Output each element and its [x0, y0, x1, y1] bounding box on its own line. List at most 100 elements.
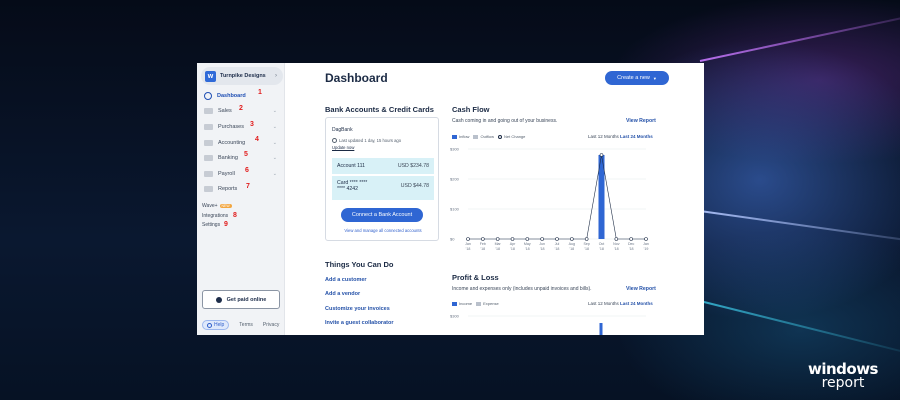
annotation-number: 4: [255, 136, 259, 143]
profit-loss-title: Profit & Loss: [452, 273, 499, 282]
net-change-line: [468, 154, 646, 240]
sidebar-item-sales[interactable]: Sales ⌄: [201, 104, 283, 120]
customize-invoices-link[interactable]: Customize your invoices: [325, 306, 390, 312]
net-change-point: [614, 237, 619, 241]
windows-report-logo: windows report: [808, 362, 879, 391]
x-tick-label: '18: [555, 247, 560, 251]
sidebar-item-label: Integrations: [202, 213, 229, 219]
net-change-point: [540, 237, 544, 241]
annotation-number: 7: [246, 183, 250, 190]
sidebar-item-reports[interactable]: Reports: [201, 182, 283, 198]
x-tick-label: Oct: [599, 242, 605, 246]
sidebar-item-label: Reports: [218, 186, 238, 193]
chevron-down-icon: ⌄: [272, 123, 277, 130]
x-tick-label: '18: [510, 247, 515, 251]
cash-flow-chart: $300$200$100$0Jan'18Feb'18Mar'18Apr'18Ma…: [450, 147, 649, 252]
sidebar-item-wave-plus[interactable]: Wave+ NEW: [202, 203, 232, 209]
profit-loss-legend: Income Expense: [448, 301, 499, 306]
y-tick-label: $0: [450, 237, 455, 242]
sidebar-item-purchases[interactable]: Purchases ⌄: [201, 119, 283, 135]
legend-label: Inflow: [459, 134, 470, 139]
update-now-link[interactable]: Update now: [332, 145, 355, 150]
banking-icon: [204, 155, 213, 162]
cash-flow-view-report-link[interactable]: View Report: [626, 118, 656, 124]
x-tick-label: Nov: [613, 242, 620, 246]
manage-accounts-link[interactable]: View and manage all connected accounts: [344, 228, 422, 233]
range-last-24-months[interactable]: Last 24 Months: [620, 134, 653, 139]
light-beam: [699, 300, 900, 361]
x-tick-label: '18: [614, 247, 619, 251]
chevron-right-icon: ›: [275, 73, 277, 79]
add-vendor-link[interactable]: Add a vendor: [325, 291, 361, 297]
sidebar-item-accounting[interactable]: Accounting ⌄: [201, 135, 283, 151]
account-number: **** 4242: [337, 186, 359, 192]
cash-flow-title: Cash Flow: [452, 105, 490, 114]
net-change-point: [510, 237, 515, 241]
sidebar-item-label: Settings: [202, 222, 221, 228]
main-content: Dashboard Create a new ▼ Bank Accounts &…: [285, 63, 704, 335]
connect-bank-button[interactable]: Connect a Bank Account: [341, 208, 423, 222]
invite-collaborator-link[interactable]: Invite a guest collaborator: [325, 320, 394, 326]
business-switcher[interactable]: w Turnpike Designs ›: [201, 67, 283, 85]
profit-loss-chart: $300: [450, 314, 646, 335]
net-change-point: [525, 237, 530, 241]
bank-section-title: Bank Accounts & Credit Cards: [325, 105, 434, 114]
wave-logo-icon: w: [205, 70, 216, 82]
page-title: Dashboard: [325, 71, 388, 85]
account-row[interactable]: Card **** **** **** 4242 USD $44.78: [332, 176, 434, 200]
x-tick-label: May: [524, 242, 531, 246]
profit-loss-view-report-link[interactable]: View Report: [626, 286, 656, 292]
get-paid-online-button[interactable]: Get paid online: [202, 290, 280, 309]
payment-icon: [215, 296, 222, 303]
legend-swatch: [452, 301, 457, 306]
help-label: Help: [214, 322, 225, 328]
legend-swatch: [473, 134, 479, 139]
purchases-icon: [204, 123, 213, 130]
sidebar-item-payroll[interactable]: Payroll ⌄: [201, 166, 283, 182]
create-new-button[interactable]: Create a new ▼: [605, 71, 669, 85]
net-change-point: [555, 237, 559, 241]
cash-flow-range: Last 12 Months Last 24 Months: [588, 134, 653, 139]
y-tick-label: $300: [450, 147, 460, 152]
inflow-bar: [598, 155, 605, 239]
x-tick-label: Jan: [465, 242, 471, 246]
x-tick-label: '19: [644, 247, 649, 251]
privacy-link[interactable]: Privacy: [262, 322, 280, 328]
net-change-point: [584, 237, 589, 241]
range-last-12-months[interactable]: Last 12 Months: [588, 301, 619, 306]
account-row[interactable]: Account 111 USD $234.78: [332, 158, 434, 174]
business-name: Turnpike Designs: [220, 73, 266, 79]
range-last-24-months[interactable]: Last 24 Months: [620, 301, 653, 306]
annotation-number: 9: [224, 221, 228, 228]
x-tick-label: Jan: [643, 242, 649, 246]
legend-swatch: [498, 134, 503, 139]
sidebar-item-settings[interactable]: Settings: [202, 222, 220, 228]
annotation-number: 5: [244, 151, 248, 158]
help-button[interactable]: Help: [202, 320, 230, 330]
x-tick-label: Feb: [480, 242, 486, 246]
sidebar-item-banking[interactable]: Banking ⌄: [201, 150, 283, 166]
sidebar-item-integrations[interactable]: Integrations: [202, 213, 228, 219]
bank-name: DagBank: [332, 127, 353, 133]
x-tick-label: '18: [599, 247, 604, 251]
sidebar-item-label: Wave+: [202, 203, 218, 209]
sidebar-item-dashboard[interactable]: Dashboard: [201, 88, 283, 104]
range-last-12-months[interactable]: Last 12 Months: [588, 134, 619, 139]
x-tick-label: Mar: [495, 242, 502, 246]
logo-text: report: [821, 375, 865, 391]
sidebar-nav: Dashboard Sales ⌄ Purchases ⌄ Accounting…: [201, 88, 283, 197]
cash-flow-legend: Inflow Outflow Net Change: [448, 134, 525, 139]
x-tick-label: Aug: [569, 242, 575, 246]
chevron-down-icon: ⌄: [272, 108, 277, 115]
terms-link[interactable]: Terms: [239, 322, 253, 328]
last-updated-text: Last updated 1 day, 15 hours ago: [339, 138, 402, 143]
chevron-down-icon: ⌄: [272, 139, 277, 146]
caret-down-icon: ▼: [652, 75, 657, 81]
cash-flow-subtitle: Cash coming in and going out of your bus…: [452, 118, 558, 124]
annotation-number: 3: [250, 121, 254, 128]
bank-card: DagBank Last updated 1 day, 15 hours ago…: [325, 117, 439, 241]
add-customer-link[interactable]: Add a customer: [325, 277, 367, 283]
x-tick-label: '18: [480, 247, 485, 251]
app-window: w Turnpike Designs › Dashboard Sales ⌄ P…: [197, 63, 704, 335]
net-change-point: [570, 237, 574, 241]
